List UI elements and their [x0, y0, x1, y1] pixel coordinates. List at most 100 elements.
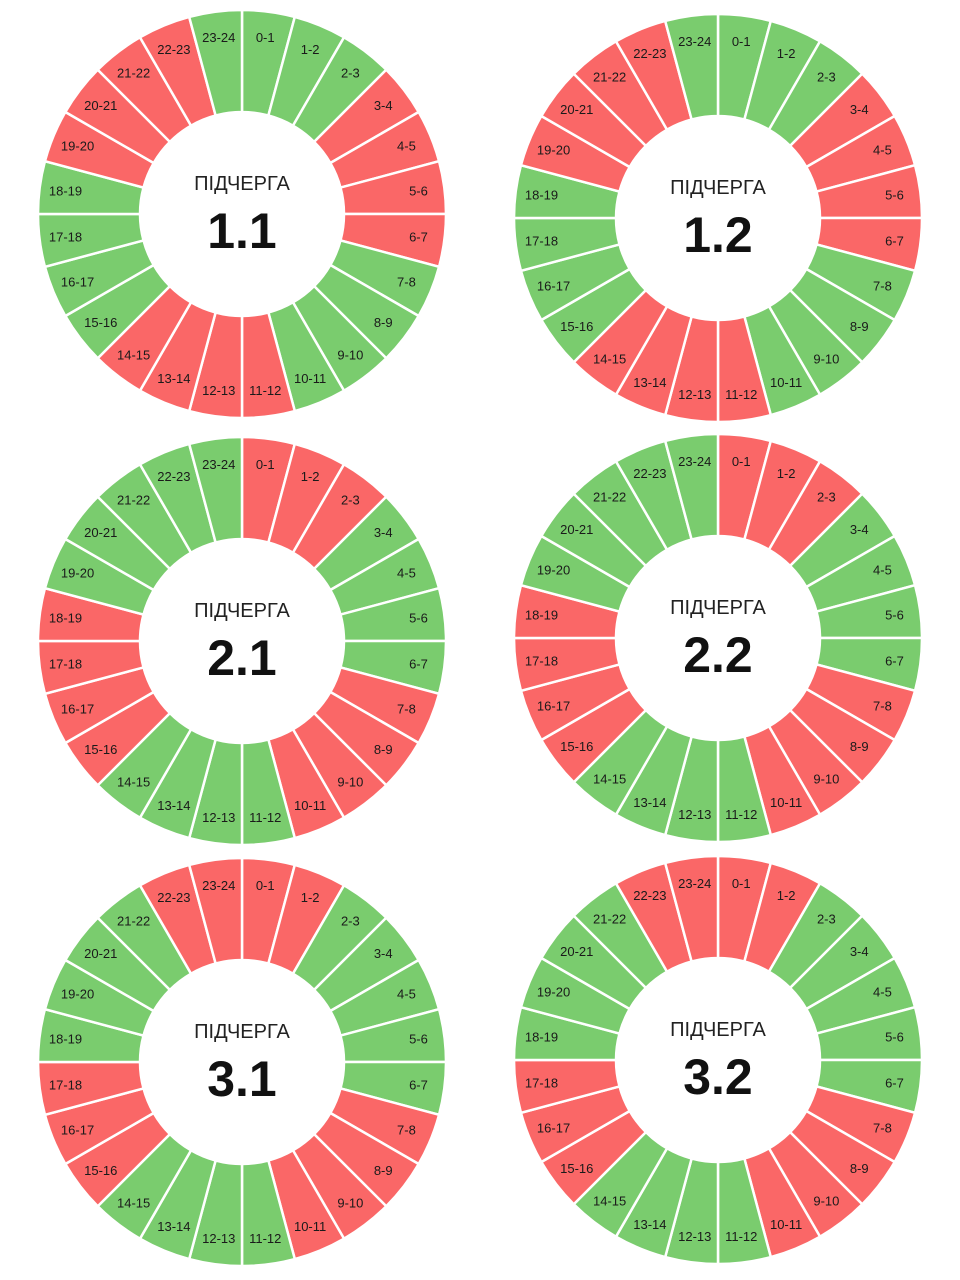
hour-label: 16-17 — [61, 1123, 94, 1138]
hour-label: 12-13 — [678, 387, 711, 402]
hour-segment-23-24-off — [187, 856, 244, 966]
hour-label: 5-6 — [885, 607, 904, 622]
hour-label: 19-20 — [61, 138, 94, 153]
hour-label: 4-5 — [873, 984, 892, 999]
hour-label: 12-13 — [678, 807, 711, 822]
hour-label: 16-17 — [537, 279, 570, 294]
hour-label: 9-10 — [337, 1196, 363, 1211]
hour-label: 2-3 — [341, 65, 360, 80]
hour-label: 19-20 — [537, 562, 570, 577]
hour-label: 3-4 — [374, 946, 393, 961]
subqueue-caption: ПІДЧЕРГА — [194, 1021, 290, 1043]
hour-label: 13-14 — [157, 371, 190, 386]
hour-label: 20-21 — [560, 944, 593, 959]
hour-label: 9-10 — [813, 352, 839, 367]
hour-label: 11-12 — [725, 387, 757, 402]
hour-label: 23-24 — [678, 34, 711, 49]
hour-label: 11-12 — [249, 1231, 281, 1246]
hour-label: 10-11 — [770, 375, 802, 390]
hour-label: 17-18 — [49, 230, 82, 245]
hour-label: 18-19 — [525, 1029, 558, 1044]
hour-label: 21-22 — [117, 492, 150, 507]
hour-label: 4-5 — [873, 562, 892, 577]
hour-label: 16-17 — [61, 702, 94, 717]
hour-label: 0-1 — [732, 34, 751, 49]
hour-label: 20-21 — [560, 522, 593, 537]
hour-segment-23-24-on — [663, 432, 720, 542]
subqueue-caption: ПІДЧЕРГА — [194, 600, 290, 622]
hour-segment-23-24-on — [187, 8, 244, 118]
wheel-subqueue-2-1: 0-1 1-2 2-3 3-4 4-5 5-6 6-7 7-8 8-9 9-10 10-11 11-1… — [32, 431, 452, 851]
hour-label: 19-20 — [537, 142, 570, 157]
hour-label: 17-18 — [525, 1076, 558, 1091]
hour-label: 10-11 — [294, 798, 326, 813]
hour-label: 14-15 — [117, 348, 150, 363]
hour-label: 8-9 — [850, 319, 869, 334]
hour-label: 21-22 — [593, 489, 626, 504]
hour-label: 12-13 — [202, 810, 235, 825]
hour-label: 2-3 — [341, 492, 360, 507]
hour-label: 4-5 — [397, 565, 416, 580]
hour-label: 15-16 — [84, 742, 117, 757]
hour-label: 13-14 — [157, 798, 190, 813]
subqueue-caption: ПІДЧЕРГА — [670, 177, 766, 199]
hour-label: 11-12 — [725, 807, 757, 822]
hour-label: 14-15 — [117, 775, 150, 790]
subqueue-number-2-2: 2.2 — [683, 627, 753, 683]
hour-label: 20-21 — [84, 946, 117, 961]
hour-label: 0-1 — [732, 454, 751, 469]
subqueue-caption: ПІДЧЕРГА — [670, 1019, 766, 1041]
hour-label: 15-16 — [84, 1163, 117, 1178]
hour-label: 9-10 — [337, 348, 363, 363]
hour-label: 3-4 — [850, 102, 869, 117]
subqueue-number-3-1: 3.1 — [207, 1051, 277, 1107]
hour-label: 14-15 — [593, 352, 626, 367]
hour-label: 0-1 — [256, 457, 275, 472]
hour-label: 23-24 — [202, 30, 235, 45]
hour-label: 18-19 — [49, 610, 82, 625]
hour-label: 13-14 — [633, 1217, 666, 1232]
hour-label: 6-7 — [409, 230, 428, 245]
hour-label: 5-6 — [885, 1029, 904, 1044]
hour-label: 9-10 — [337, 775, 363, 790]
hour-label: 0-1 — [732, 876, 751, 891]
hour-label: 11-12 — [725, 1229, 757, 1244]
hour-label: 17-18 — [525, 654, 558, 669]
hour-label: 18-19 — [525, 607, 558, 622]
hour-label: 6-7 — [885, 234, 904, 249]
hour-label: 7-8 — [397, 702, 416, 717]
hour-label: 3-4 — [374, 525, 393, 540]
hour-label: 8-9 — [850, 739, 869, 754]
hour-label: 11-12 — [249, 810, 281, 825]
hour-label: 18-19 — [49, 1031, 82, 1046]
hour-label: 21-22 — [593, 69, 626, 84]
hour-label: 4-5 — [873, 142, 892, 157]
hour-label: 8-9 — [374, 315, 393, 330]
wheel-graphic: 0-1 1-2 2-3 3-4 4-5 5-6 6-7 7-8 8-9 9-10 10-11 11-1… — [36, 435, 448, 847]
hour-label: 22-23 — [633, 466, 666, 481]
hour-label: 2-3 — [817, 489, 836, 504]
hour-label: 1-2 — [301, 469, 320, 484]
hour-label: 11-12 — [249, 383, 281, 398]
hour-label: 2-3 — [341, 913, 360, 928]
hour-label: 13-14 — [633, 375, 666, 390]
hour-label: 16-17 — [61, 275, 94, 290]
hour-label: 23-24 — [678, 454, 711, 469]
hour-label: 3-4 — [374, 98, 393, 113]
hour-label: 16-17 — [537, 699, 570, 714]
hour-label: 5-6 — [409, 183, 428, 198]
hour-label: 7-8 — [397, 275, 416, 290]
wheel-subqueue-3-2: 0-1 1-2 2-3 3-4 4-5 5-6 6-7 7-8 8-9 9-10 10-11 11-1… — [508, 850, 928, 1270]
hour-label: 14-15 — [117, 1196, 150, 1211]
hour-label: 12-13 — [678, 1229, 711, 1244]
hour-label: 23-24 — [202, 878, 235, 893]
hour-label: 7-8 — [873, 699, 892, 714]
hour-label: 2-3 — [817, 911, 836, 926]
wheel-graphic: 0-1 1-2 2-3 3-4 4-5 5-6 6-7 7-8 8-9 9-10 10-11 11-1… — [512, 432, 924, 844]
subqueue-number-1-2: 1.2 — [683, 207, 753, 263]
hour-label: 0-1 — [256, 30, 275, 45]
hour-label: 3-4 — [850, 944, 869, 959]
hour-segment-23-24-on — [187, 435, 244, 545]
hour-label: 2-3 — [817, 69, 836, 84]
hour-label: 10-11 — [294, 371, 326, 386]
